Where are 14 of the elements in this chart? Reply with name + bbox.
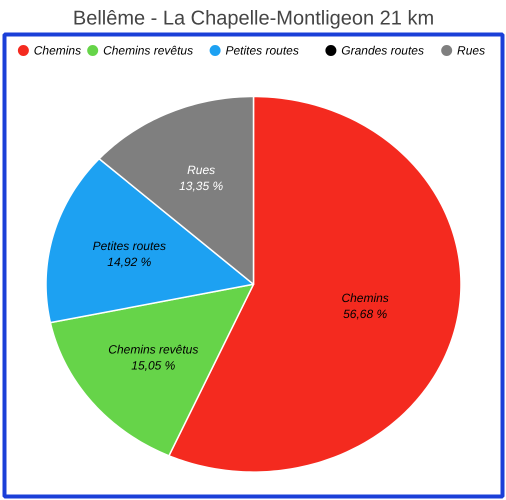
slice-label: Chemins (341, 290, 389, 305)
legend-label: Grandes routes (341, 43, 424, 58)
slice-label: Rues (187, 162, 216, 177)
data-label: 14,92 % (107, 254, 152, 269)
legend-label: Rues (457, 43, 486, 58)
data-label: 13,35 % (179, 178, 224, 193)
legend-label: Petites routes (225, 43, 299, 58)
data-label: 15,05 % (131, 358, 176, 372)
legend-label: Chemins (34, 43, 82, 58)
legend-label: Chemins revêtus (103, 43, 194, 58)
slice-label: Chemins revêtus (108, 342, 198, 356)
chart-title: Bellême - La Chapelle-Montligeon 21 km (72, 8, 434, 30)
data-label: 56,68 % (343, 306, 388, 321)
slice-label: Petites routes (92, 238, 166, 253)
